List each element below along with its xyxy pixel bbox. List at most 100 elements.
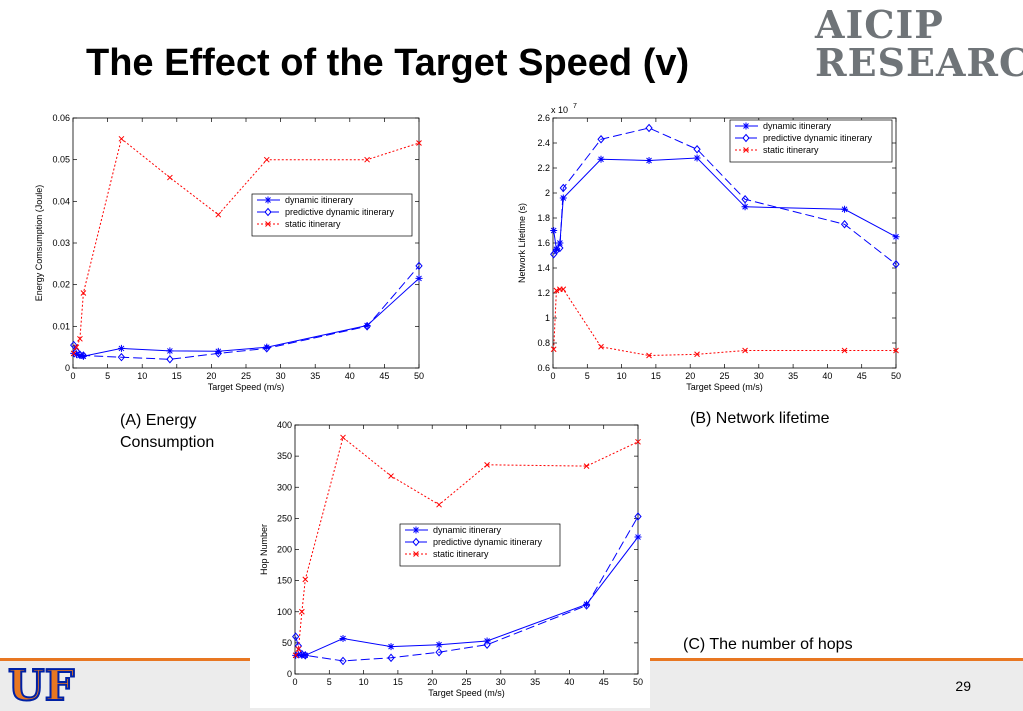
y-tick-label: 0 — [287, 669, 292, 679]
data-point — [583, 463, 590, 469]
data-point — [70, 340, 78, 350]
series-1 — [292, 512, 642, 666]
x-tick-label: 5 — [585, 371, 590, 381]
data-point — [167, 174, 173, 181]
data-point — [553, 287, 560, 294]
x-tick-label: 45 — [599, 677, 609, 687]
data-point — [263, 156, 270, 163]
legend-label: predictive dynamic itinerary — [433, 537, 543, 547]
y-tick-label: 400 — [277, 420, 292, 430]
data-point — [646, 352, 652, 359]
caption-b: (B) Network lifetime — [690, 410, 830, 427]
data-point — [436, 501, 442, 508]
y-tick-label: 1.2 — [537, 288, 550, 298]
x-tick-label: 15 — [393, 677, 403, 687]
x-tick-label: 40 — [822, 371, 832, 381]
legend-label: static itinerary — [285, 219, 341, 229]
y-tick-label: 350 — [277, 451, 292, 461]
series-line — [295, 436, 639, 656]
data-point — [693, 154, 701, 162]
legend-box — [399, 523, 561, 567]
x-tick-label: 30 — [754, 371, 764, 381]
y-tick-label: 0.6 — [537, 363, 550, 373]
y-tick-label: 2 — [545, 188, 550, 198]
legend-marker — [264, 196, 272, 204]
data-point — [118, 135, 125, 142]
data-point — [415, 261, 423, 271]
y-tick-label: 100 — [277, 607, 292, 617]
x-tick-label: 0 — [70, 371, 75, 381]
legend: dynamic itinerary predictive dynamic itin… — [729, 119, 893, 163]
x-tick-label: 35 — [788, 371, 798, 381]
logo-line-2: RESEARCH — [815, 40, 1023, 85]
y-tick-label: 0.06 — [52, 113, 70, 123]
y-multiplier: x 10 — [551, 105, 568, 115]
legend-marker — [743, 147, 749, 153]
x-tick-label: 0 — [292, 677, 297, 687]
data-point — [892, 233, 900, 241]
aicip-research-logo: AICIP RESEARCH — [815, 2, 1023, 86]
data-point — [634, 512, 642, 521]
data-point — [292, 632, 300, 641]
x-tick-label: 15 — [651, 371, 661, 381]
series-line — [295, 516, 639, 662]
legend-label: static itinerary — [433, 549, 489, 559]
caption-a-line-1: (A) Energy — [120, 412, 197, 429]
legend-label: predictive dynamic itinerary — [285, 207, 395, 217]
x-tick-label: 15 — [172, 371, 182, 381]
y-tick-label: 1.6 — [537, 238, 550, 248]
y-tick-label: 0.04 — [52, 196, 70, 206]
data-point — [77, 335, 83, 342]
data-point — [582, 601, 591, 610]
x-tick-label: 5 — [105, 371, 110, 381]
data-point — [435, 647, 443, 657]
y-tick-label: 2.2 — [537, 163, 550, 173]
data-point — [645, 157, 653, 164]
series-2 — [292, 434, 641, 659]
chart-energy-consumption: 0 5 10 15 20 25 30 35 40 45 50 0 0.01 0.02 0.03 0.04 0.0… — [34, 113, 424, 392]
legend: dynamic itinerary predictive dynamic itin… — [251, 193, 413, 237]
y-tick-label: 0.03 — [52, 238, 70, 248]
y-axis-label: Energy Comsumption (Joule) — [34, 185, 44, 302]
x-tick-label: 50 — [414, 371, 424, 381]
data-point — [80, 290, 87, 296]
data-point — [302, 576, 309, 583]
data-point — [388, 473, 394, 479]
x-tick-label: 25 — [461, 677, 471, 687]
x-tick-label: 45 — [857, 371, 867, 381]
legend-label: dynamic itinerary — [285, 195, 354, 205]
y-tick-label: 300 — [277, 482, 292, 492]
x-tick-label: 50 — [891, 371, 901, 381]
legend-label: dynamic itinerary — [763, 121, 832, 131]
data-point — [435, 641, 443, 649]
x-axis-label: Target Speed (m/s) — [686, 382, 763, 392]
data-point — [215, 211, 222, 218]
chart-hop-number: 0 5 10 15 20 25 30 35 40 45 50 0 50 100 150 200 250 300 35… — [259, 420, 643, 698]
series-2 — [550, 286, 899, 359]
y-tick-label: 2.6 — [537, 113, 550, 123]
slide-title: The Effect of the Target Speed (v) — [86, 42, 690, 84]
data-point — [263, 343, 271, 351]
data-point — [166, 354, 174, 364]
axis-ticks: 0 5 10 15 20 25 30 35 40 45 50 0 0.01 0.02 0.03 0.04 0.0… — [52, 113, 424, 381]
caption-a: (A) Energy Consumption — [120, 410, 214, 454]
data-point — [415, 274, 423, 282]
data-point — [598, 343, 604, 350]
data-point — [840, 219, 849, 229]
legend-marker — [413, 551, 419, 557]
data-point — [741, 194, 749, 204]
data-point — [693, 144, 701, 154]
data-point — [597, 134, 605, 144]
logo-line-1: AICIP — [815, 2, 944, 47]
data-point — [597, 155, 605, 163]
x-tick-label: 25 — [241, 371, 251, 381]
legend-marker — [742, 122, 750, 130]
data-point — [841, 205, 849, 213]
legend-marker — [742, 133, 750, 143]
data-point — [292, 652, 299, 659]
x-tick-label: 30 — [496, 677, 506, 687]
x-axis-label: Target Speed (m/s) — [428, 688, 505, 698]
legend-box — [251, 193, 413, 237]
uf-logo-text: UF — [8, 662, 75, 706]
y-exponent: 7 — [573, 103, 577, 110]
